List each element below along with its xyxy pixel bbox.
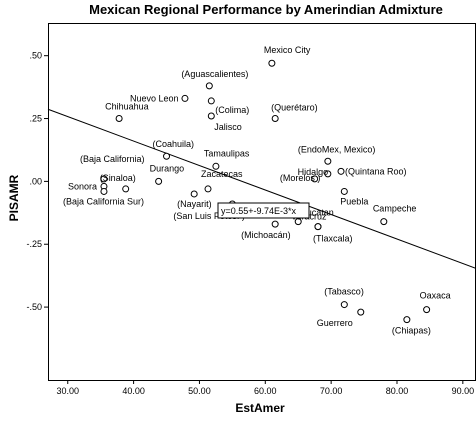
point-label: Tamaulipas	[204, 148, 250, 158]
x-tick-label: 90.00	[452, 386, 475, 396]
y-axis-title: PISAMR	[7, 174, 21, 221]
data-point	[190, 190, 198, 198]
point-label: Campeche	[373, 204, 417, 214]
point-label: Durango	[150, 163, 185, 173]
data-point	[100, 187, 108, 195]
point-label: Nuevo Leon	[130, 93, 179, 103]
point-label: (Nayarit)	[177, 199, 212, 209]
point-label: Sonora	[68, 181, 97, 191]
x-tick-label: 40.00	[122, 386, 145, 396]
data-point	[181, 94, 189, 102]
data-point	[271, 220, 279, 228]
data-point	[314, 223, 322, 231]
data-point	[340, 301, 348, 309]
x-tick-label: 80.00	[386, 386, 409, 396]
point-label: (Aguascalientes)	[181, 69, 248, 79]
y-tick-label: .00	[29, 176, 42, 186]
point-label: Mexico City	[264, 45, 311, 55]
regression-line	[47, 108, 476, 269]
chart-title: Mexican Regional Performance by Amerindi…	[89, 2, 443, 17]
point-label: Guerrero	[317, 318, 353, 328]
point-label: Hidalgo	[298, 167, 329, 177]
equation-label: y=0.55+-9.74E-3*x	[221, 206, 297, 216]
data-point	[268, 59, 276, 67]
point-label: Puebla	[340, 196, 368, 206]
data-point	[324, 157, 332, 165]
y-tick-label: .25	[29, 114, 42, 124]
data-point	[100, 175, 108, 183]
data-point	[337, 167, 345, 175]
point-label: (Baja California)	[80, 154, 145, 164]
axis-ticks: 30.00 40.00 50.00 60.00 70.00 80.00 90.00 .50 .2…	[26, 51, 474, 396]
data-point	[357, 308, 365, 316]
point-label: (Coahuila)	[153, 139, 195, 149]
equation-frame	[217, 202, 310, 219]
x-tick-label: 70.00	[320, 386, 343, 396]
point-label: (Chiapas)	[392, 326, 431, 336]
point-label: (Quintana Roo)	[345, 166, 407, 176]
data-point	[423, 306, 431, 314]
y-tick-label: .50	[29, 51, 42, 61]
data-point	[212, 162, 220, 170]
data-point	[380, 218, 388, 226]
point-label: Jalisco	[214, 122, 242, 132]
point-label: (Tlaxcala)	[313, 234, 353, 244]
data-point	[115, 115, 123, 123]
data-points	[100, 59, 431, 324]
data-point	[311, 175, 319, 183]
point-label: Chihuahua	[105, 102, 149, 112]
point-label: (Querétaro)	[271, 103, 318, 113]
data-point	[294, 218, 302, 226]
point-label: Yucatan	[301, 208, 334, 218]
point-label: (Baja California Sur)	[63, 196, 144, 206]
data-point	[155, 177, 163, 185]
point-label: Oaxaca	[420, 291, 451, 301]
point-label: (EndoMex, Mexico)	[298, 144, 376, 154]
data-point	[340, 187, 348, 195]
y-tick-label: -.50	[26, 302, 42, 312]
x-axis-title: EstAmer	[235, 401, 285, 415]
point-label: (Sinaloa)	[100, 173, 136, 183]
data-point	[271, 115, 279, 123]
regression-equation-box: y=0.55+-9.74E-3*x	[217, 202, 310, 219]
data-point	[207, 112, 215, 120]
x-tick-label: 50.00	[188, 386, 211, 396]
x-tick-label: 60.00	[254, 386, 277, 396]
point-label: (Tabasco)	[324, 287, 364, 297]
data-point	[324, 170, 332, 178]
point-labels: Mexico City (Aguascalientes) Nuevo Leon (Co…	[63, 45, 451, 335]
data-point	[207, 97, 215, 105]
y-tick-label: -.25	[26, 239, 42, 249]
point-label: (Michoacán)	[241, 230, 291, 240]
data-point	[163, 152, 171, 160]
data-point	[204, 185, 212, 193]
x-tick-label: 30.00	[56, 386, 79, 396]
point-label: Zacatecas	[201, 169, 243, 179]
data-point	[205, 82, 213, 90]
data-point	[403, 316, 411, 324]
point-label: (San Luis Potosí )	[173, 211, 245, 221]
data-point	[122, 185, 130, 193]
point-label: (Morelos )	[280, 173, 321, 183]
point-label: (Colima)	[215, 105, 249, 115]
